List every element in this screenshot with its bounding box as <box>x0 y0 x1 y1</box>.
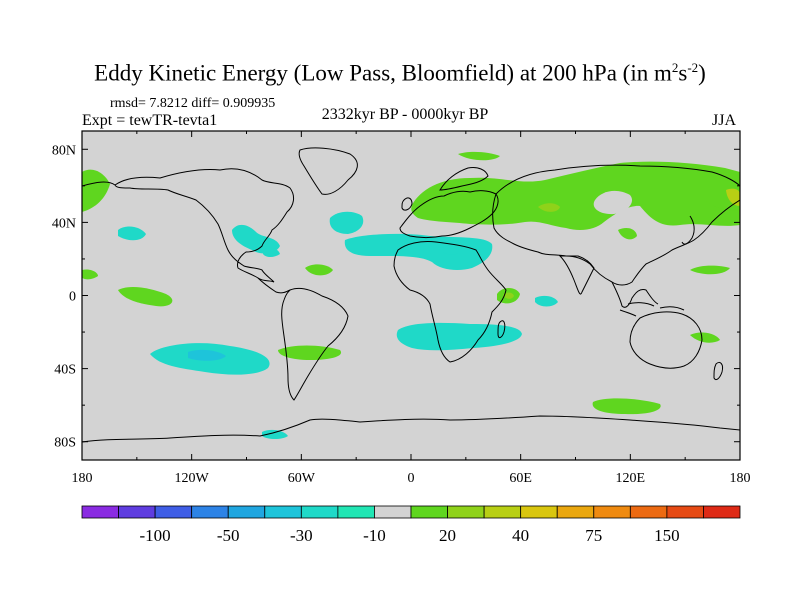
anomaly-caribbean-cyan <box>263 247 280 257</box>
lon-tick-label: 60E <box>509 471 532 486</box>
colorbar-swatch <box>227 505 266 519</box>
colorbar-label: 150 <box>654 526 680 545</box>
colorbar-label: -50 <box>217 526 240 545</box>
lon-tick-label: 120W <box>175 471 210 486</box>
lat-tick-label: 40N <box>52 216 76 231</box>
colorbar-swatch <box>556 505 595 519</box>
lat-tick-label: 40S <box>54 363 76 378</box>
season-label: JJA <box>712 112 737 129</box>
colorbar-swatch <box>593 505 631 519</box>
anomaly-indian-yellow <box>503 292 514 299</box>
lon-tick-label: 0 <box>408 471 415 486</box>
anomaly-south-pacific-dark <box>188 349 226 361</box>
anomaly-south-africa-cyan <box>396 322 522 351</box>
coast-greenland <box>298 147 358 195</box>
colorbar-swatch <box>191 505 229 519</box>
anomaly-mediterranean-cyan <box>442 246 460 255</box>
anomaly-sw-pacific-small-green <box>82 269 98 280</box>
anomaly-fields <box>82 151 740 439</box>
lon-tick-label: 60W <box>288 471 316 486</box>
anomaly-ne-pacific-cyan <box>118 226 146 241</box>
coast-japan <box>681 215 695 245</box>
coast-scandinavia <box>439 167 489 191</box>
colorbar-swatch <box>410 505 448 519</box>
anomaly-arctic-green <box>458 151 500 161</box>
colorbar <box>81 505 741 519</box>
colorbar-label: 40 <box>512 526 529 545</box>
coast-australia <box>629 311 703 369</box>
colorbar-labels: -100 -50 -30 -10 20 40 75 150 <box>140 526 680 545</box>
colorbar-swatch <box>264 505 302 519</box>
lat-tick-label: 0 <box>69 290 76 305</box>
coast-india <box>558 255 595 295</box>
coast-indonesia <box>619 302 685 317</box>
anomaly-nz-green <box>690 332 720 343</box>
latitude-axis: 80N 40N 0 40S 80S <box>52 143 740 451</box>
colorbar-swatch <box>374 505 412 519</box>
anomaly-mexico-green <box>305 264 333 276</box>
anomaly-north-atlantic-cyan <box>329 211 364 234</box>
longitude-axis: 180 120W 60W 0 60E 120E 180 <box>72 131 751 486</box>
coast-new-zealand <box>713 361 723 381</box>
chart-title: Eddy Kinetic Energy (Low Pass, Bloomfiel… <box>94 60 706 86</box>
colorbar-swatch <box>629 505 668 519</box>
coast-antarctica <box>82 415 740 443</box>
colorbar-swatch <box>300 505 339 519</box>
colorbar-swatch <box>666 505 704 519</box>
anomaly-indian-south-cyan <box>535 295 558 307</box>
colorbar-label: -100 <box>140 526 171 545</box>
anomaly-atlantic-ne-green <box>82 169 110 212</box>
colorbar-label: -30 <box>290 526 313 545</box>
colorbar-swatch <box>118 505 156 519</box>
coast-africa <box>393 241 507 363</box>
anomaly-southern-ocean-green <box>592 398 661 415</box>
colorbar-label: 20 <box>439 526 456 545</box>
anomaly-eurasia-hole <box>593 190 633 215</box>
anomaly-caspian-yellow <box>538 203 560 212</box>
coast-north-america <box>114 168 295 283</box>
lon-tick-label: 180 <box>72 471 93 486</box>
anomaly-antarctic-cyan <box>262 429 288 439</box>
anomaly-tropical-pacific-green <box>118 287 173 307</box>
experiment-label: Expt = tewTR-tevta1 <box>82 112 218 129</box>
colorbar-swatch <box>520 505 558 519</box>
anomaly-china-green <box>618 228 637 240</box>
coast-uk <box>401 197 413 211</box>
coastlines <box>82 147 740 443</box>
colorbar-label: -10 <box>363 526 386 545</box>
coast-europe <box>399 190 499 238</box>
colorbar-swatch <box>447 505 485 519</box>
coast-central-america <box>257 277 291 294</box>
anomaly-wpacific-green <box>690 265 730 275</box>
lat-tick-label: 80S <box>54 436 76 451</box>
lon-tick-label: 120E <box>616 471 646 486</box>
lon-tick-label: 180 <box>730 471 751 486</box>
colorbar-swatch <box>337 505 375 519</box>
stats-label: rmsd= 7.8212 diff= 0.909935 <box>110 96 276 111</box>
colorbar-swatch <box>154 505 193 519</box>
colorbar-swatch <box>703 505 741 519</box>
colorbar-swatch <box>81 505 119 519</box>
colorbar-label: 75 <box>585 526 602 545</box>
coast-madagascar <box>497 320 506 339</box>
colorbar-swatch <box>483 505 522 519</box>
anomaly-sahara-cyan <box>344 233 493 270</box>
coast-asia <box>492 164 740 286</box>
coast-se-asia <box>611 281 659 308</box>
anomaly-north-america-cyan <box>232 224 280 254</box>
coast-alaska <box>82 181 116 187</box>
lat-tick-label: 80N <box>52 143 76 158</box>
period-label: 2332kyr BP - 0000kyr BP <box>321 106 489 123</box>
coast-south-america <box>281 287 349 401</box>
